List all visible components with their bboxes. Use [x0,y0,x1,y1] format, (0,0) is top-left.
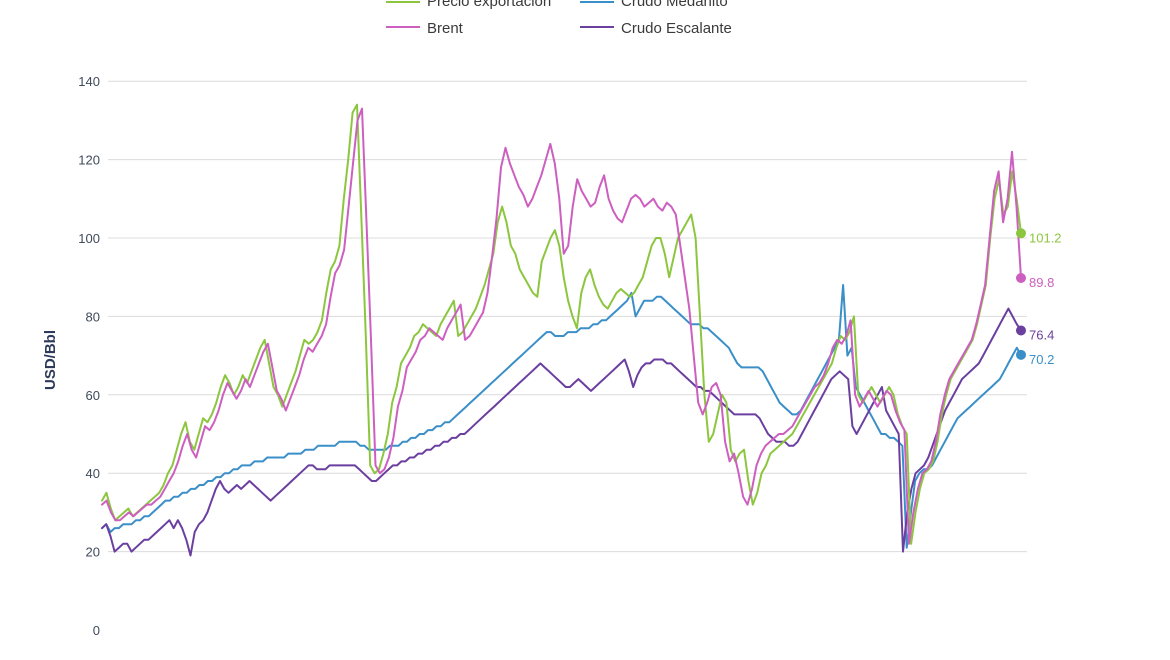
legend-label-crudo-medanito: Crudo Medanito [621,0,728,10]
y-tick-label: 40 [86,466,100,481]
legend: Precio exportación Crudo Medanito Brent … [386,0,732,37]
end-marker-brent [1016,272,1026,283]
end-label-precio-exportacion: 101.2 [1029,230,1062,245]
series-line-crudo-medanito [101,284,1022,549]
end-label-crudo-medanito: 70.2 [1029,352,1054,367]
end-marker-crudo-escalante [1016,325,1026,336]
y-axis-ticks: 0 20 40 60 80 100 120 140 [78,74,100,638]
y-axis-title: USD/Bbl [42,330,59,390]
y-tick-label: 120 [78,153,100,168]
series-line-crudo-escalante [101,307,1022,557]
y-tick-label: 80 [86,309,100,324]
y-tick-label: 100 [78,231,100,246]
legend-label-crudo-escalante: Crudo Escalante [621,20,732,37]
end-marker-crudo-medanito [1016,349,1026,360]
y-tick-label: 0 [93,623,100,638]
end-marker-precio-exportacion [1016,228,1026,239]
series-lines [101,103,1022,557]
y-tick-label: 140 [78,74,100,89]
series-line-precio-exportacion [101,103,1022,545]
legend-label-brent: Brent [427,20,464,37]
y-tick-label: 20 [86,545,100,560]
end-label-crudo-escalante: 76.4 [1029,328,1054,343]
y-tick-label: 60 [86,388,100,403]
legend-label-precio-exportacion: Precio exportación [427,0,551,10]
series-line-brent [101,107,1022,545]
end-label-brent: 89.8 [1029,275,1054,290]
gridlines [108,80,1027,553]
end-value-markers: 101.2 89.8 70.2 76.4 [1016,228,1062,367]
